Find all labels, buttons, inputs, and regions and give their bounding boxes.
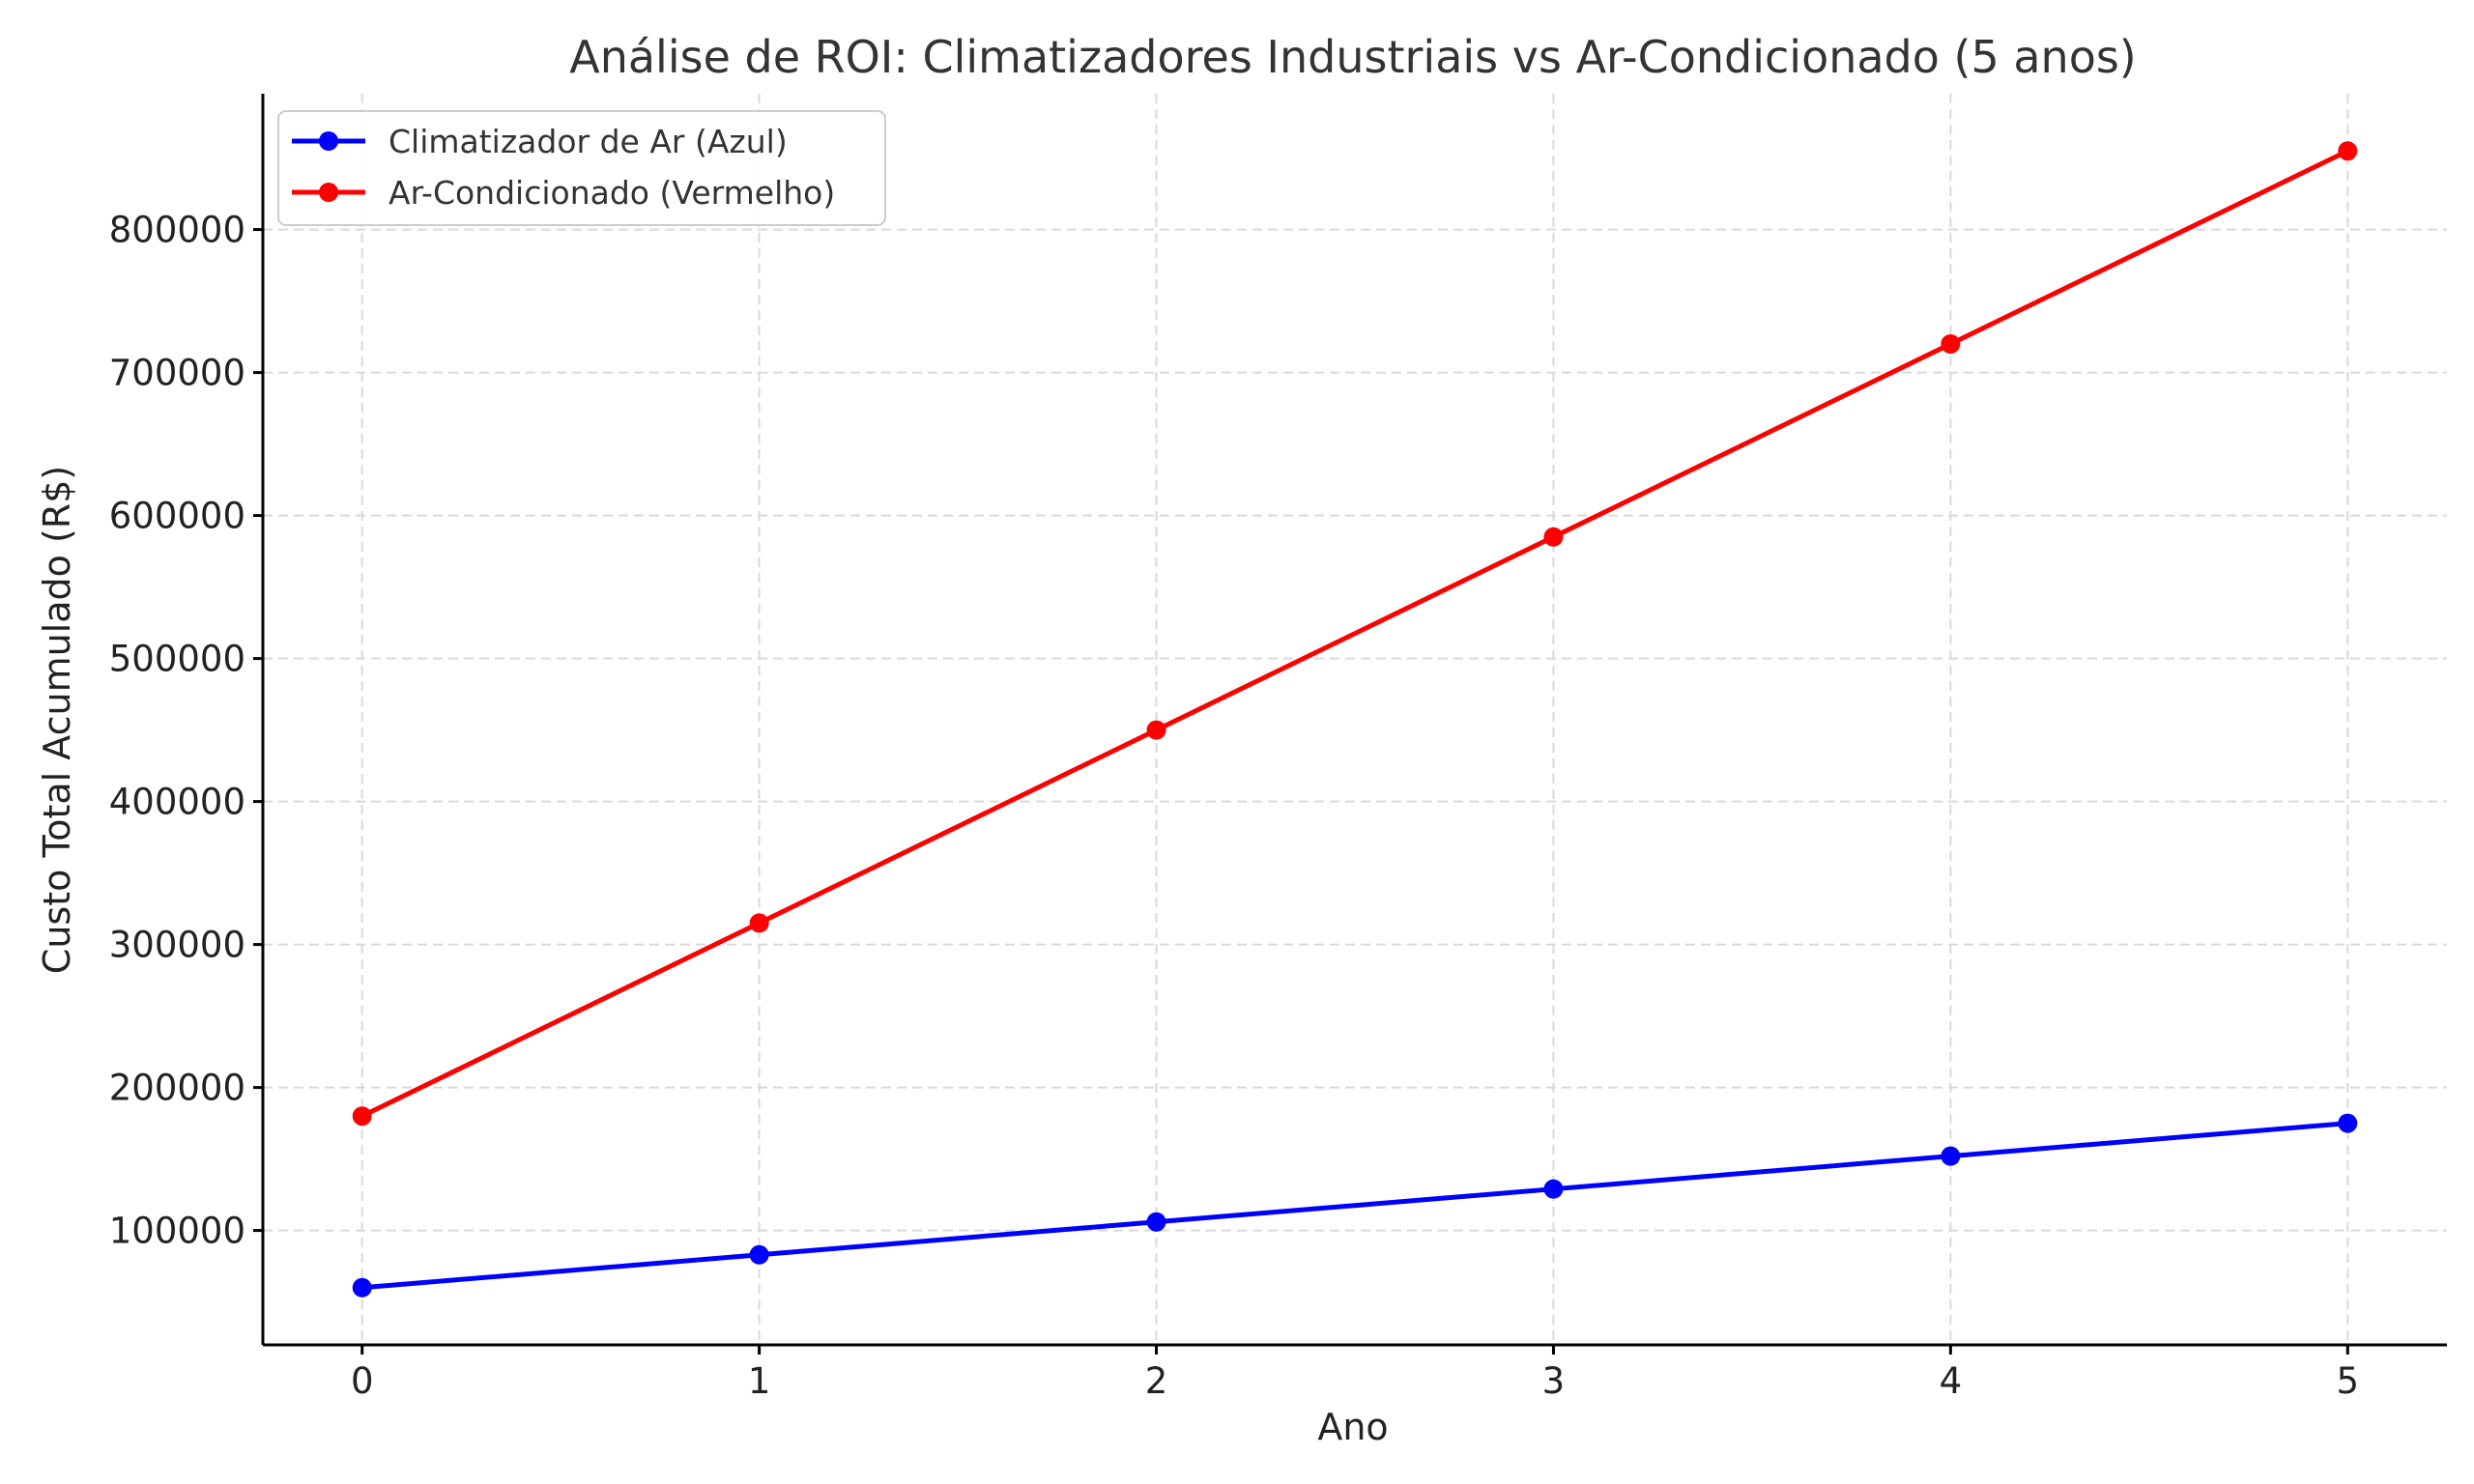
x-tick-label: 0 (351, 1360, 374, 1402)
legend-label: Ar-Condicionado (Vermelho) (388, 174, 835, 212)
data-point (1941, 1146, 1961, 1166)
series-1 (352, 1113, 2358, 1298)
legend-item: Ar-Condicionado (Vermelho) (292, 174, 835, 212)
grid (263, 94, 2447, 1345)
x-tick-label: 5 (2336, 1360, 2359, 1402)
data-point (1941, 334, 1961, 354)
y-tick-label: 600000 (109, 496, 245, 537)
series-line (360, 148, 2349, 1119)
data-point (749, 1244, 769, 1265)
x-tick-label: 3 (1542, 1360, 1566, 1402)
data-point (2338, 141, 2358, 161)
legend-box (277, 110, 886, 226)
x-tick-label: 1 (748, 1360, 771, 1402)
y-tick-label: 500000 (109, 639, 245, 680)
series-2 (352, 141, 2358, 1127)
x-tick-label: 4 (1940, 1360, 1963, 1402)
legend-label: Climatizador de Ar (Azul) (388, 123, 788, 160)
series-layer (352, 141, 2358, 1298)
axes (261, 94, 2447, 1347)
y-tick-label: 800000 (109, 210, 245, 251)
data-point (352, 1106, 372, 1127)
y-tick-label: 700000 (109, 353, 245, 394)
y-tick-label: 300000 (109, 925, 245, 966)
data-point (749, 913, 769, 933)
legend: Climatizador de Ar (Azul) Ar-Condicionado… (277, 110, 886, 226)
data-point (2338, 1113, 2358, 1133)
series-line (361, 1121, 2348, 1291)
y-axis-label: Custo Total Acumulado (R$) (36, 466, 78, 974)
chart-title: Análise de ROI: Climatizadores Industria… (569, 31, 2137, 83)
legend-item: Climatizador de Ar (Azul) (292, 123, 788, 160)
legend-swatch-marker (319, 183, 338, 202)
x-tick-label: 2 (1145, 1360, 1168, 1402)
y-tick-label: 100000 (109, 1211, 245, 1252)
x-axis-label: Ano (1317, 1406, 1388, 1448)
tick-labels: 0 1 2 3 4 5 100000 200000 300000 400000 500000 6000… (109, 210, 2359, 1402)
legend-swatch-marker (319, 131, 338, 151)
data-point (352, 1277, 372, 1298)
y-tick-label: 200000 (109, 1068, 245, 1109)
data-point (1543, 527, 1564, 547)
data-point (1146, 1212, 1166, 1232)
data-point (1543, 1179, 1564, 1199)
y-tick-label: 400000 (109, 782, 245, 823)
data-point (1146, 720, 1166, 740)
